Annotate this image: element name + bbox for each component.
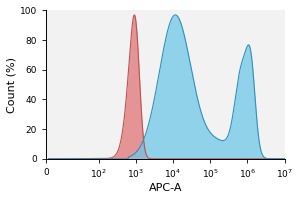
Y-axis label: Count (%): Count (%): [7, 57, 17, 113]
X-axis label: APC-A: APC-A: [148, 183, 182, 193]
